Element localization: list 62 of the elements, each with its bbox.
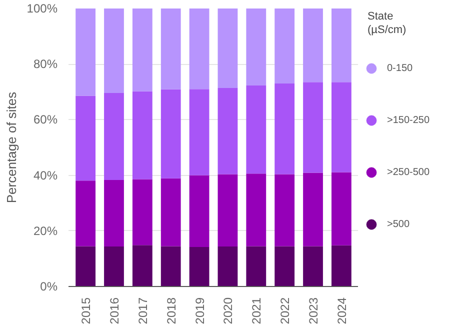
bar (160, 8, 181, 90)
x-tick-label: 2017 (136, 297, 150, 324)
bar (218, 88, 238, 174)
x-tick-label: 2022 (278, 297, 292, 324)
bar (76, 8, 96, 96)
bar (331, 172, 352, 246)
x-tick-label: 2015 (79, 297, 94, 324)
y-axis-title: Percentage of sites (4, 91, 19, 204)
bar (189, 8, 210, 90)
bar (132, 245, 152, 286)
x-tick-label: 2024 (334, 297, 349, 324)
bar (246, 174, 266, 246)
y-tick-label: 60% (33, 112, 58, 127)
x-tick-label: 2018 (164, 297, 178, 324)
bar (274, 84, 295, 174)
bar (274, 174, 295, 246)
x-tick-label: 2016 (107, 297, 122, 324)
bar (189, 175, 210, 248)
bar (104, 93, 124, 180)
bar (104, 8, 124, 94)
bar (76, 96, 96, 181)
legend-label: >150-250 (387, 114, 430, 126)
bar (189, 247, 210, 286)
bar (132, 91, 152, 180)
bar (132, 179, 152, 246)
legend-label: >250-500 (387, 166, 430, 178)
bar (160, 178, 181, 246)
bar (303, 172, 323, 246)
bar (331, 8, 352, 82)
y-tick-label: 20% (33, 224, 58, 238)
bar (104, 246, 124, 286)
bar (274, 8, 295, 84)
legend-title: State (µS/cm) (368, 10, 406, 36)
bar (331, 82, 352, 172)
bar (189, 89, 210, 176)
bar (76, 246, 96, 286)
y-tick-label: 0% (40, 280, 58, 294)
bar (76, 180, 96, 246)
y-tick-label: 100% (26, 2, 58, 16)
x-tick-label: 2021 (250, 297, 264, 324)
bar (303, 82, 323, 173)
bar (160, 246, 181, 286)
legend-label: 0-150 (387, 62, 413, 74)
bar (218, 174, 238, 246)
x-tick-label: 2019 (192, 297, 207, 324)
legend-label: >500 (387, 218, 410, 230)
x-tick-label: 2023 (306, 297, 321, 324)
bar (246, 8, 266, 86)
bar (246, 86, 266, 174)
bar (274, 246, 295, 286)
bar (303, 246, 323, 286)
bar (218, 246, 238, 286)
y-tick-label: 80% (33, 57, 58, 72)
bar (303, 8, 323, 82)
bar (104, 180, 124, 246)
bar (246, 246, 266, 286)
y-tick-label: 40% (33, 168, 58, 182)
bar (132, 8, 152, 92)
x-tick-label: 2020 (221, 297, 236, 324)
bar (331, 245, 352, 286)
bar (218, 8, 238, 88)
bar (160, 89, 181, 178)
